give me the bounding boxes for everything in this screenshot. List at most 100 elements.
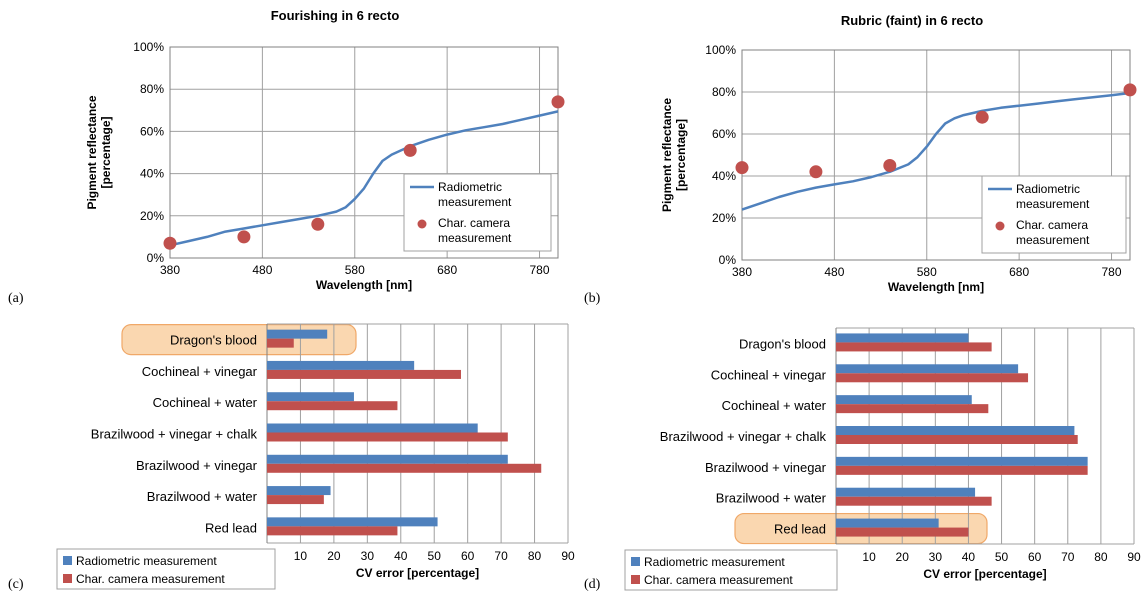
y-tick-label: 40%: [140, 167, 164, 181]
x-tick-label: 70: [1061, 550, 1075, 564]
bar-radiometric: [267, 486, 331, 496]
data-point-camera: [311, 217, 325, 231]
x-axis-label: CV error [percentage]: [356, 566, 479, 580]
chart-c: 10 20 30 40 50 60 70 80 90 Dragon's blood Cochinea…: [56, 323, 575, 590]
x-tick-label: 10: [862, 550, 876, 564]
bar-radiometric: [836, 333, 969, 343]
legend-label-radiometric: Radiometric: [438, 180, 502, 194]
y-axis-label: Pigment reflectance: [660, 98, 674, 212]
x-tick-label: 780: [1102, 265, 1122, 279]
data-point-camera: [975, 110, 989, 124]
chart-a: 0% 20% 40% 60% 80% 100% 380 480 580 680 780 Fourish…: [85, 8, 565, 292]
bar-camera: [267, 526, 398, 536]
y-tick-label: 0%: [719, 253, 737, 267]
legend-label-camera-2: measurement: [438, 231, 512, 245]
plot-frame: [741, 49, 1131, 261]
chart-b: 0% 20% 40% 60% 80% 100% 380 480 580 680 780 Rubric …: [660, 13, 1137, 294]
x-tick-label: 50: [995, 550, 1009, 564]
x-tick-label: 30: [929, 550, 943, 564]
data-point-camera: [735, 161, 749, 175]
plot-frame: [169, 46, 559, 259]
y-tick-label: 80%: [712, 85, 736, 99]
legend-swatch-camera: [631, 575, 640, 584]
category-label: Brazilwood + water: [716, 491, 827, 506]
bar-radiometric: [267, 392, 354, 402]
x-tick-label: 50: [428, 549, 442, 563]
bar-camera: [267, 338, 294, 348]
x-tick-label: 90: [1127, 550, 1141, 564]
legend-label-camera: Char. camera: [1016, 218, 1088, 232]
legend-swatch-radiometric: [63, 556, 72, 565]
data-point-camera: [551, 95, 565, 109]
x-tick-label: 40: [962, 550, 976, 564]
category-label: Cochineal + water: [722, 398, 827, 413]
category-label: Dragon's blood: [170, 333, 257, 348]
y-axis-label: Pigment reflectance: [85, 95, 99, 209]
bar-radiometric: [267, 423, 478, 433]
bar-radiometric: [267, 329, 328, 339]
legend-label-camera: Char. camera: [438, 216, 510, 230]
legend-label-radiometric: Radiometric measurement: [76, 554, 217, 568]
legend-label-camera-2: measurement: [1016, 233, 1090, 247]
bar-radiometric: [267, 360, 415, 370]
legend-label-radiometric-2: measurement: [1016, 197, 1090, 211]
x-tick-label: 20: [327, 549, 341, 563]
x-tick-label: 80: [1094, 550, 1108, 564]
bar-camera: [836, 465, 1088, 475]
bar-radiometric: [836, 426, 1075, 435]
y-axis-label-unit: [percentage]: [674, 119, 688, 191]
data-point-camera: [403, 143, 417, 157]
bar-camera: [267, 369, 461, 379]
y-tick-label: 60%: [140, 124, 164, 138]
y-tick-label: 0%: [147, 251, 165, 265]
bar-radiometric: [836, 364, 1019, 374]
y-tick-label: 20%: [140, 209, 164, 223]
category-label: Cochineal + water: [153, 395, 258, 410]
bar-radiometric: [836, 518, 939, 528]
y-tick-label: 80%: [140, 82, 164, 96]
legend-box: [56, 548, 276, 590]
legend-label-radiometric: Radiometric: [1016, 182, 1080, 196]
x-tick-label: 480: [824, 265, 844, 279]
bar-camera: [267, 495, 324, 505]
bar-camera: [836, 496, 992, 506]
legend-swatch-radiometric: [631, 557, 640, 566]
category-label: Brazilwood + water: [147, 489, 258, 504]
bar-camera: [836, 342, 992, 352]
y-axis-label-unit: [percentage]: [99, 116, 113, 188]
panel-label-a: (a): [8, 291, 24, 306]
legend-label-camera: Char. camera measurement: [644, 573, 793, 587]
bar-camera: [267, 432, 508, 442]
x-tick-label: 380: [732, 265, 752, 279]
x-tick-label: 30: [361, 549, 375, 563]
category-label: Brazilwood + vinegar + chalk: [660, 429, 827, 444]
category-label: Brazilwood + vinegar: [705, 460, 827, 475]
panel-label-d: (d): [584, 577, 601, 592]
x-tick-label: 380: [160, 263, 180, 277]
category-label: Red lead: [774, 522, 826, 537]
x-axis-label: CV error [percentage]: [923, 567, 1046, 581]
legend-swatch-camera: [63, 574, 72, 583]
x-tick-label: 60: [461, 549, 475, 563]
chart-d: 10 20 30 40 50 60 70 80 90 Dragon's blood Cochinea…: [624, 327, 1141, 591]
bar-camera: [267, 463, 542, 473]
x-tick-label: 580: [345, 263, 365, 277]
bar-radiometric: [267, 517, 438, 527]
y-tick-label: 20%: [712, 211, 736, 225]
panel-label-c: (c): [8, 577, 24, 592]
bar-camera: [836, 435, 1078, 444]
data-point-camera: [809, 165, 823, 179]
data-point-camera: [883, 159, 897, 172]
bar-camera: [267, 401, 398, 411]
category-label: Cochineal + vinegar: [142, 364, 258, 379]
x-tick-label: 40: [394, 549, 408, 563]
category-label: Brazilwood + vinegar + chalk: [91, 427, 258, 442]
legend-swatch-camera: [995, 221, 1005, 231]
chart-title: Fourishing in 6 recto: [271, 8, 400, 23]
y-tick-label: 100%: [133, 40, 164, 54]
bar-radiometric: [836, 456, 1088, 466]
x-axis-label: Wavelength [nm]: [316, 278, 412, 292]
x-tick-label: 580: [917, 265, 937, 279]
x-tick-label: 480: [252, 263, 272, 277]
